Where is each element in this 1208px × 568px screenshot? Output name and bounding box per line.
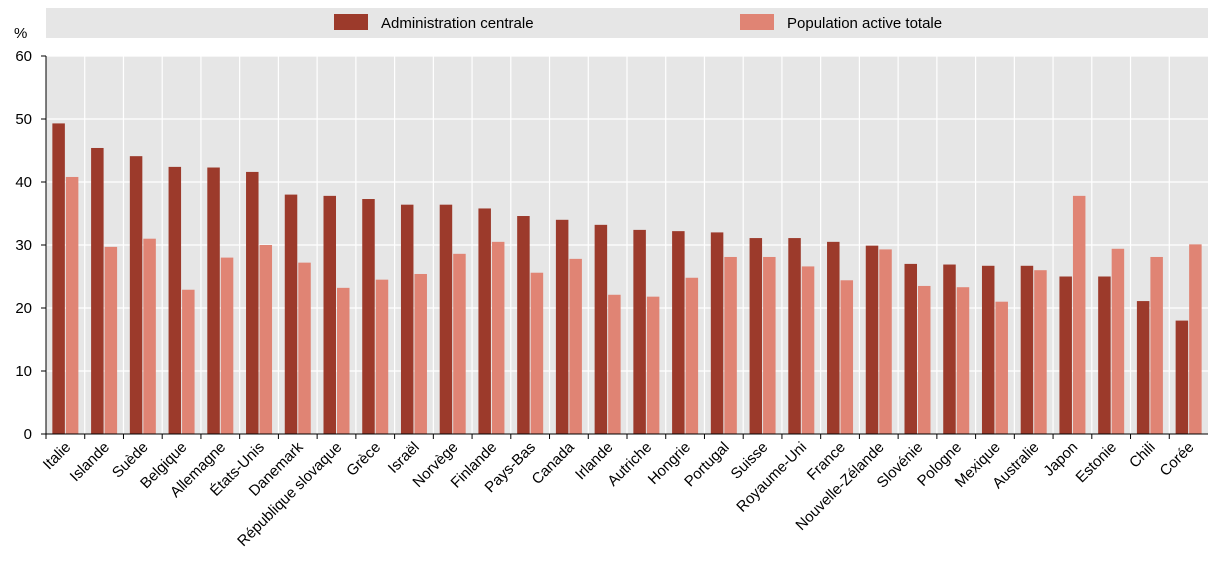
y-tick-label-0: 0 — [24, 426, 32, 443]
bar-administration-centrale-chili — [1136, 301, 1150, 434]
bar-population-active-totale-portugal — [724, 256, 737, 434]
bar-population-active-totale-pologne — [956, 287, 970, 434]
bar-administration-centrale-autriche — [633, 229, 646, 434]
bar-population-active-totale-autriche — [646, 296, 660, 434]
bar-population-active-totale-mexique — [995, 301, 1008, 434]
legend-label-population-active-totale: Population active totale — [787, 15, 942, 32]
bar-population-active-totale-japon — [1072, 195, 1086, 434]
bar-population-active-totale-grece — [375, 279, 389, 434]
bar-administration-centrale-israel — [400, 204, 414, 434]
bar-population-active-totale-danemark — [298, 262, 311, 434]
bar-administration-centrale-belgique — [168, 166, 182, 434]
bar-administration-centrale-grece — [362, 199, 375, 434]
bar-administration-centrale-suisse — [749, 238, 763, 434]
bar-population-active-totale-royaume-uni — [801, 266, 815, 434]
bar-population-active-totale-france — [840, 280, 854, 434]
bar-administration-centrale-pays-bas — [517, 216, 530, 434]
bar-population-active-totale-estonie — [1111, 248, 1125, 434]
y-tick-label-40: 40 — [15, 174, 32, 191]
x-axis-ticks: ItalieIslandeSuèdeBelgiqueAllemagneÉtats… — [40, 434, 1198, 550]
x-tick-label-islande: Islande — [67, 439, 113, 485]
y-axis-ticks: 0 10 20 30 40 50 60 — [15, 48, 46, 443]
bar-administration-centrale-japon — [1059, 276, 1072, 434]
y-tick-label-20: 20 — [15, 300, 32, 317]
bar-administration-centrale-italie — [52, 123, 65, 434]
x-tick-label-canada: Canada — [529, 438, 579, 488]
bar-population-active-totale-israel — [414, 273, 427, 434]
bar-population-active-totale-australie — [1034, 270, 1047, 434]
y-tick-label-50: 50 — [15, 111, 32, 128]
bar-population-active-totale-finlande — [491, 241, 505, 434]
bar-population-active-totale-nouvelle-zelande — [879, 249, 892, 434]
y-tick-label-60: 60 — [15, 48, 32, 65]
x-tick-label-coree: Corée — [1157, 439, 1198, 480]
bar-administration-centrale-australie — [1020, 265, 1034, 434]
bar-administration-centrale-etats-unis — [246, 171, 259, 435]
bar-population-active-totale-chili — [1150, 256, 1163, 434]
bar-population-active-totale-irlande — [608, 294, 621, 434]
bar-administration-centrale-irlande — [594, 224, 608, 434]
bar-population-active-totale-republique-slovaque — [337, 287, 350, 434]
bar-population-active-totale-coree — [1189, 244, 1202, 434]
bar-administration-centrale-hongrie — [672, 231, 685, 434]
x-tick-label-grece: Grèce — [343, 439, 384, 480]
gridlines — [46, 55, 1208, 434]
x-tick-label-estonie: Estonie — [1073, 439, 1120, 486]
bar-administration-centrale-coree — [1175, 320, 1189, 434]
bar-population-active-totale-suede — [143, 238, 156, 434]
legend-label-administration-centrale: Administration centrale — [381, 15, 534, 32]
y-tick-label-30: 30 — [15, 237, 32, 254]
bar-administration-centrale-portugal — [710, 232, 724, 434]
bar-administration-centrale-royaume-uni — [788, 238, 801, 434]
y-tick-label-10: 10 — [15, 363, 32, 380]
bar-administration-centrale-republique-slovaque — [323, 195, 336, 434]
bar-population-active-totale-norvege — [453, 253, 466, 434]
bar-administration-centrale-estonie — [1098, 276, 1111, 434]
legend: Administration centrale Population activ… — [334, 14, 942, 32]
bar-administration-centrale-slovenie — [904, 263, 917, 434]
bar-population-active-totale-etats-unis — [259, 245, 273, 434]
bar-population-active-totale-suisse — [763, 256, 776, 434]
bar-administration-centrale-danemark — [284, 194, 298, 434]
bar-administration-centrale-pologne — [943, 264, 956, 434]
bars — [52, 123, 1202, 435]
bar-administration-centrale-nouvelle-zelande — [865, 245, 879, 434]
legend-swatch-administration-centrale — [334, 14, 368, 30]
bar-administration-centrale-islande — [91, 147, 104, 435]
x-tick-label-italie: Italie — [40, 439, 74, 473]
bar-population-active-totale-pays-bas — [530, 272, 544, 434]
bar-administration-centrale-mexique — [981, 265, 995, 434]
bar-population-active-totale-slovenie — [918, 285, 931, 434]
bar-administration-centrale-norvege — [439, 204, 453, 434]
bar-administration-centrale-canada — [555, 219, 569, 434]
bar-population-active-totale-belgique — [182, 289, 195, 434]
bar-population-active-totale-allemagne — [220, 257, 234, 434]
bar-population-active-totale-canada — [569, 258, 582, 434]
legend-background — [46, 8, 1208, 38]
bar-population-active-totale-italie — [65, 176, 79, 434]
bar-administration-centrale-finlande — [478, 208, 491, 434]
bar-population-active-totale-hongrie — [685, 277, 699, 434]
bar-administration-centrale-france — [827, 241, 840, 434]
bar-administration-centrale-suede — [129, 156, 143, 435]
bar-population-active-totale-islande — [104, 246, 118, 434]
bar-administration-centrale-allemagne — [207, 167, 220, 434]
legend-swatch-population-active-totale — [740, 14, 774, 30]
x-tick-label-chili: Chili — [1126, 439, 1159, 472]
y-axis-unit-label: % — [14, 25, 27, 42]
